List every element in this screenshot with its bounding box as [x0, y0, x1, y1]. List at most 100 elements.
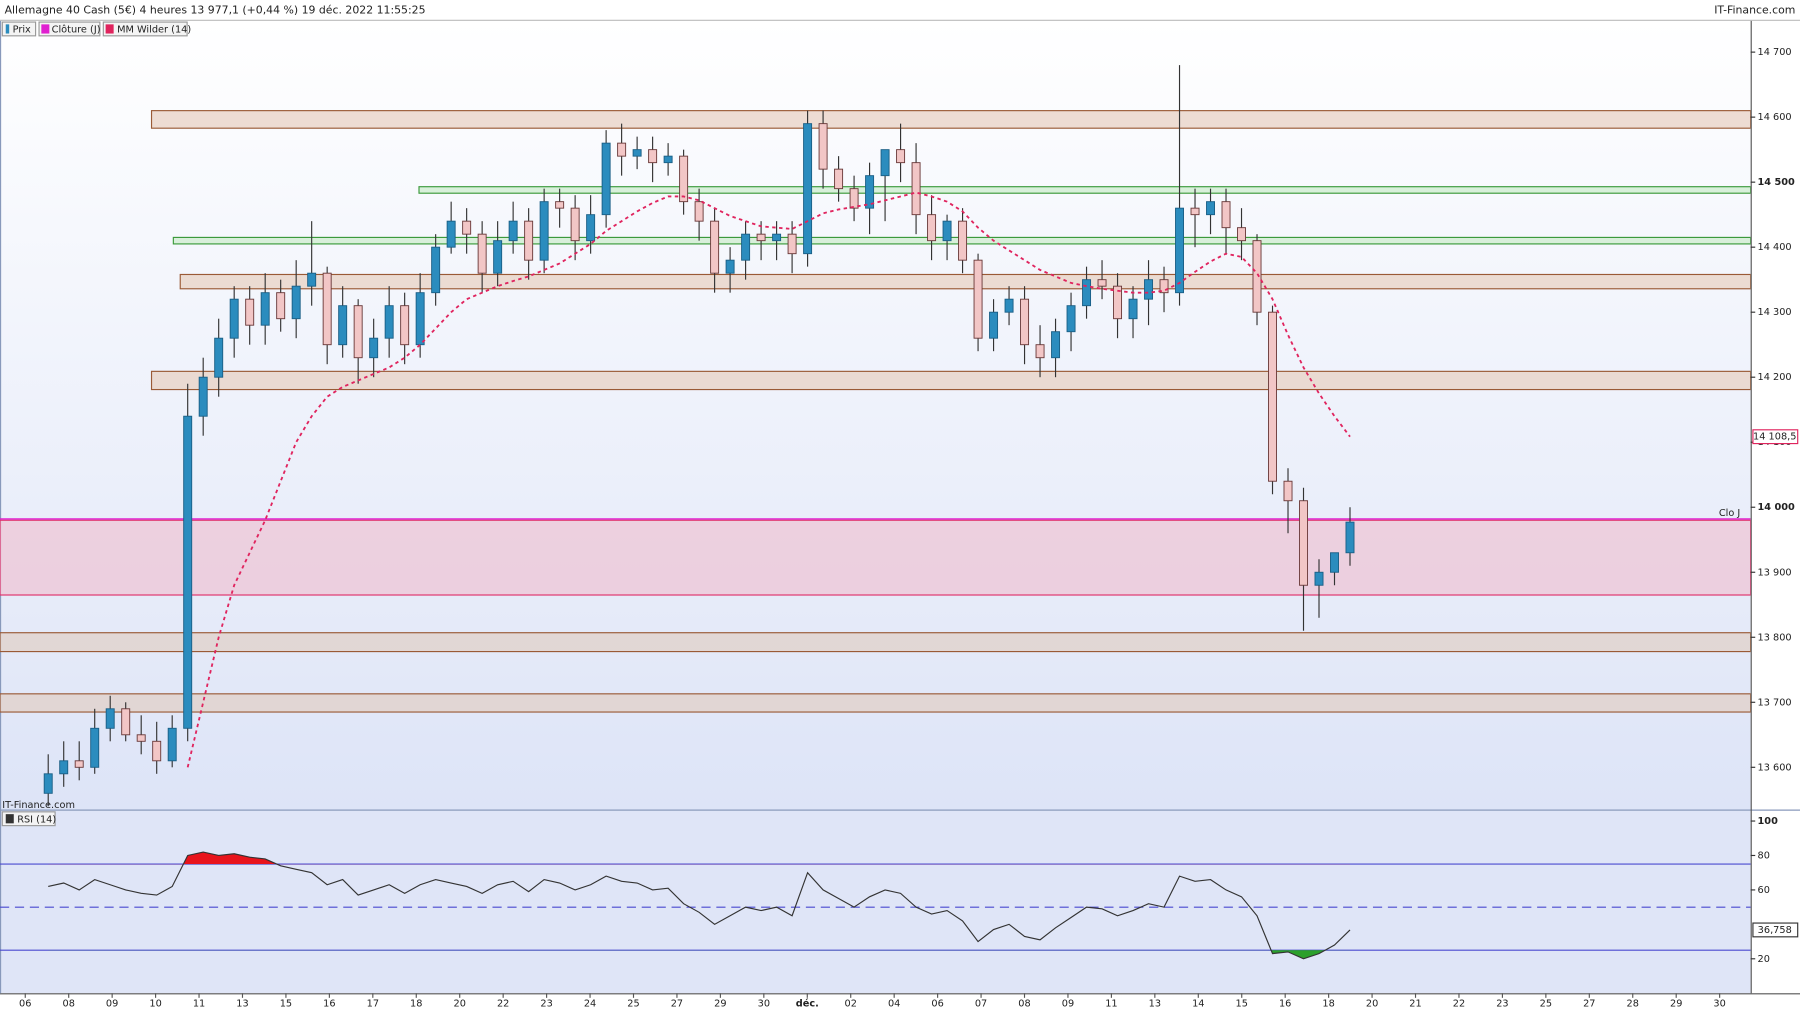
candle-body — [152, 740, 162, 762]
x-tick-label: 29 — [1670, 999, 1682, 1010]
candle-body — [648, 149, 658, 164]
y-tick-label: 100 — [1758, 816, 1779, 827]
candle-body — [958, 220, 968, 261]
x-tick-label: 30 — [758, 999, 770, 1010]
y-tick-label: 80 — [1758, 850, 1770, 861]
axis-layer: 13 600 13 700 13 800 13 900 14 000 14 100 14 2… — [19, 47, 1799, 1010]
candle-body — [431, 246, 441, 294]
candle-body — [229, 298, 239, 339]
candle-body — [1066, 305, 1076, 333]
y-tick-label: 20 — [1758, 954, 1770, 965]
candle-body — [1051, 331, 1061, 359]
candle-body — [59, 760, 69, 775]
candle-body — [446, 220, 456, 248]
zone — [179, 273, 1751, 290]
candle-body — [1206, 201, 1215, 216]
x-tick-label: 29 — [714, 999, 726, 1010]
value-label: 14 108,5 — [1753, 432, 1796, 443]
candle-body — [524, 220, 534, 261]
candle-body — [539, 201, 549, 261]
legend-box[interactable] — [38, 21, 101, 37]
x-tick-label: 30 — [1713, 999, 1725, 1010]
candle-body — [818, 123, 828, 170]
y-tick-label: 13 900 — [1758, 567, 1792, 578]
candle-body — [896, 149, 906, 164]
x-tick-label: 27 — [1583, 999, 1595, 1010]
zone — [418, 186, 1751, 194]
candle-body — [214, 337, 224, 378]
x-tick-label: 20 — [454, 999, 466, 1010]
candle-body — [601, 142, 611, 216]
zone — [150, 110, 1751, 129]
candle-body — [307, 272, 317, 287]
candle-body — [1314, 571, 1324, 586]
candle-body — [508, 220, 518, 242]
candle-body — [756, 233, 766, 242]
rsi-line — [48, 851, 1351, 960]
candle-body — [384, 305, 394, 339]
value-label: 36,758 — [1758, 925, 1792, 936]
candle-body — [1035, 344, 1045, 359]
y-tick-label: 14 000 — [1758, 502, 1796, 513]
candle-body — [291, 285, 301, 320]
candle-body — [1190, 207, 1200, 216]
x-tick-label: 16 — [323, 999, 335, 1010]
candle-body — [1113, 285, 1123, 320]
legend-box[interactable] — [1, 21, 37, 37]
candle-body — [105, 708, 115, 729]
candle-body — [167, 727, 177, 762]
candle-body — [415, 292, 425, 346]
legend-label: Prix — [13, 25, 31, 36]
x-tick-label: 15 — [1236, 999, 1248, 1010]
candle-body — [121, 708, 131, 736]
y-tick-label: 60 — [1758, 885, 1770, 896]
candle-body — [911, 162, 921, 216]
x-tick-label: 15 — [280, 999, 292, 1010]
x-tick-label: déc. — [796, 998, 819, 1010]
candle-body — [1020, 298, 1030, 346]
header-brand: IT-Finance.com — [1714, 4, 1795, 17]
x-tick-label: 10 — [149, 999, 161, 1010]
candle-body — [260, 292, 270, 326]
y-tick-label: 13 600 — [1758, 762, 1792, 773]
zone — [0, 632, 1751, 653]
x-tick-label: 27 — [671, 999, 683, 1010]
zone — [0, 519, 1751, 596]
candle-body — [477, 233, 487, 274]
x-tick-label: 28 — [1627, 999, 1639, 1010]
x-tick-label: 06 — [931, 999, 943, 1010]
candle-body — [43, 773, 53, 794]
header-title: Allemagne 40 Cash (5€) 4 heures 13 977,1… — [5, 4, 426, 17]
y-tick-label: 14 700 — [1758, 47, 1792, 58]
legend-box[interactable] — [1, 811, 56, 827]
x-tick-label: 24 — [584, 999, 596, 1010]
candle-body — [725, 259, 735, 274]
candle-body — [1128, 298, 1138, 320]
x-tick-label: 08 — [62, 999, 74, 1010]
candle-body — [1268, 311, 1277, 482]
candle-body — [1252, 240, 1262, 313]
candle-body — [989, 311, 999, 339]
candle-body — [276, 292, 286, 320]
candle-body — [462, 220, 472, 235]
x-tick-label: 18 — [410, 999, 422, 1010]
price-panel — [0, 20, 1751, 810]
legend-label: RSI (14) — [17, 814, 56, 825]
x-tick-label: 18 — [1322, 999, 1334, 1010]
candle-body — [74, 760, 84, 768]
zone — [0, 693, 1751, 713]
x-tick-label: 11 — [193, 999, 205, 1010]
candle-body — [198, 376, 208, 417]
y-tick-label: 14 600 — [1758, 112, 1792, 123]
y-tick-label: 13 800 — [1758, 632, 1792, 643]
x-tick-label: 23 — [1496, 999, 1508, 1010]
legend-box[interactable] — [102, 21, 188, 37]
x-tick-label: 16 — [1279, 999, 1291, 1010]
legend-swatch — [105, 24, 114, 34]
candle-body — [617, 142, 627, 157]
candle-body — [353, 305, 363, 359]
zone — [150, 370, 1751, 391]
legend: Prix Clôture (J) MM Wilder (14) IT-Finan… — [1, 21, 191, 827]
price-layer: Clo J — [0, 65, 1751, 807]
